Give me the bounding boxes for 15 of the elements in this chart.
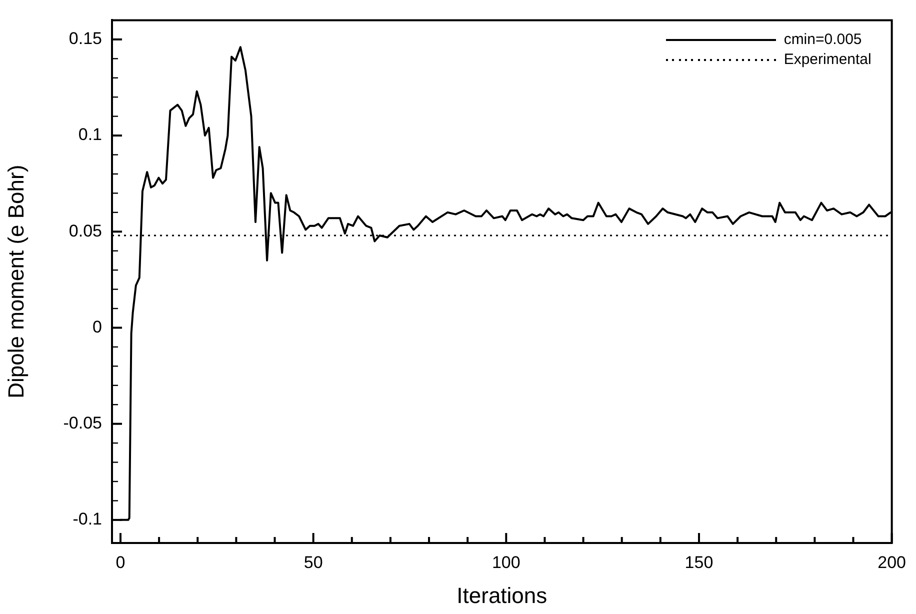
y-tick-label: -0.1	[72, 510, 102, 529]
x-axis-title: Iterations	[456, 582, 548, 608]
legend-label: cmin=0.005	[784, 30, 862, 50]
y-tick-label: 0	[92, 317, 102, 336]
legend-label: Experimental	[784, 50, 872, 70]
y-tick-label: 0.1	[78, 125, 102, 144]
x-tick-label: 0	[116, 552, 126, 572]
y-tick-label: 0.15	[68, 29, 102, 48]
x-tick-label: 150	[684, 552, 714, 572]
x-tick-label: 200	[878, 552, 906, 572]
y-tick-label: 0.05	[68, 221, 102, 240]
x-tick-label: 100	[492, 552, 520, 572]
y-tick-label: -0.05	[63, 414, 102, 433]
y-axis-title: Dipole moment (e Bohr)	[3, 164, 28, 398]
x-tick-label: 50	[304, 552, 323, 572]
